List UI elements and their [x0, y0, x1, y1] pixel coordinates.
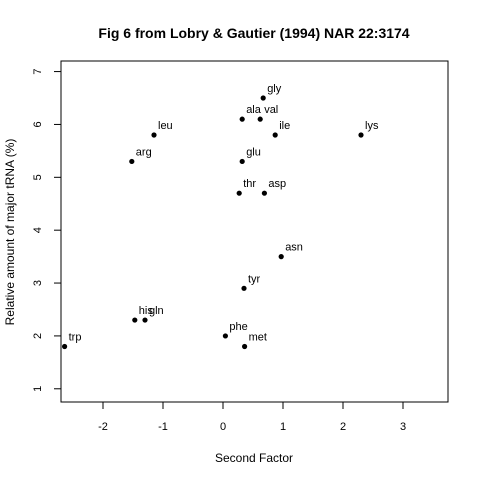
y-tick-label: 4	[32, 227, 44, 233]
data-point-lys	[358, 132, 364, 138]
data-point-gly	[260, 95, 266, 101]
x-tick-label: 3	[400, 421, 406, 433]
data-label-gly: gly	[267, 83, 282, 95]
data-label-his: his	[139, 305, 154, 317]
data-point-gln	[142, 317, 148, 323]
x-tick-label: -2	[98, 421, 108, 433]
data-label-val: val	[264, 104, 278, 116]
data-point-tyr	[241, 285, 247, 291]
x-tick-label: -1	[158, 421, 168, 433]
data-point-leu	[151, 132, 157, 138]
x-tick-label: 0	[220, 421, 226, 433]
x-tick-label: 1	[280, 421, 286, 433]
data-point-his	[132, 317, 138, 323]
data-point-thr	[236, 190, 242, 196]
data-label-lys: lys	[365, 120, 379, 132]
x-axis-title: Second Factor	[215, 451, 293, 465]
data-label-leu: leu	[158, 120, 173, 132]
data-label-tyr: tyr	[248, 273, 261, 285]
data-label-trp: trp	[69, 331, 82, 343]
y-tick-label: 3	[32, 280, 44, 286]
data-point-phe	[222, 333, 228, 339]
x-tick-label: 2	[340, 421, 346, 433]
data-label-phe: phe	[229, 321, 247, 333]
data-label-ile: ile	[279, 120, 290, 132]
y-tick-label: 7	[32, 69, 44, 75]
data-label-thr: thr	[243, 178, 256, 190]
data-point-trp	[62, 343, 68, 350]
y-tick-label: 5	[32, 174, 44, 180]
data-label-glu: glu	[246, 146, 261, 158]
data-label-asn: asn	[285, 242, 303, 254]
data-point-met	[242, 343, 248, 350]
data-label-arg: arg	[136, 146, 152, 158]
data-point-val	[257, 116, 263, 122]
y-tick-label: 2	[32, 333, 44, 339]
data-point-arg	[129, 158, 135, 165]
data-label-asp: asp	[268, 178, 286, 190]
data-point-ala	[239, 116, 245, 122]
y-axis: 1 2 3 4 5 6 7	[32, 69, 62, 392]
data-point-asn	[278, 254, 284, 260]
y-axis-title: Relative amount of major tRNA (%)	[3, 139, 17, 326]
y-tick-label: 1	[32, 386, 44, 392]
x-axis: -2 -1 0 1 2 3	[98, 401, 406, 433]
y-tick-label: 6	[32, 121, 44, 127]
chart-title: Fig 6 from Lobry & Gautier (1994) NAR 22…	[98, 25, 409, 41]
data-point-glu	[239, 158, 245, 165]
data-point-asp	[261, 190, 267, 196]
data-point-ile	[272, 132, 278, 138]
data-label-met: met	[249, 331, 267, 343]
data-label-gln: gln	[149, 305, 164, 317]
data-label-ala: ala	[246, 104, 262, 116]
